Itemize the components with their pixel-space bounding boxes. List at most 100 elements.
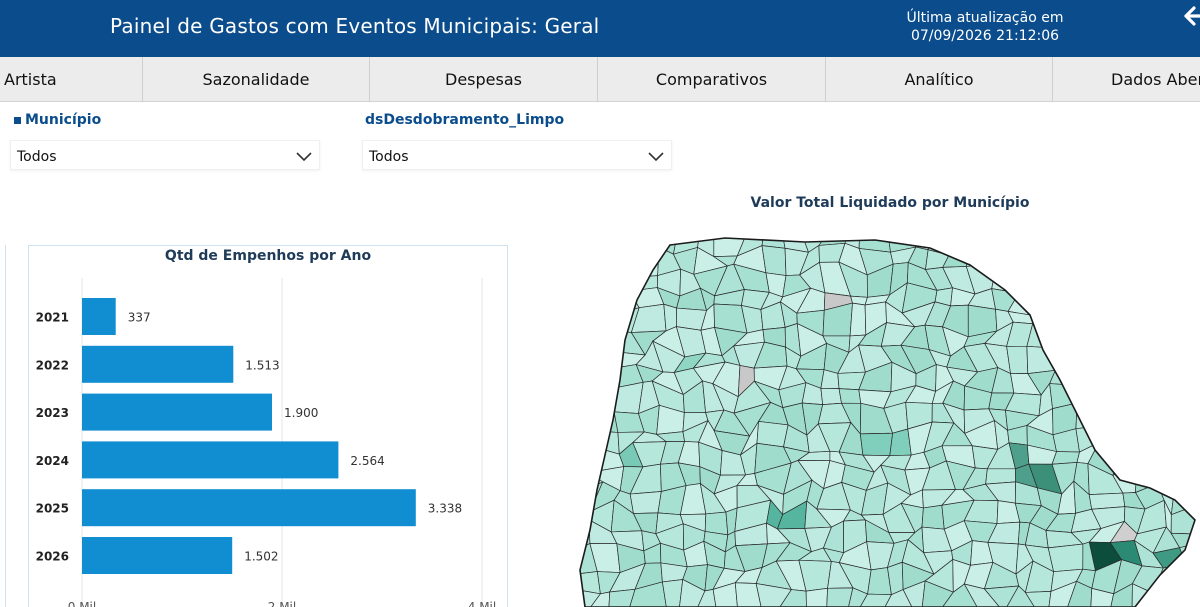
municipality-region[interactable]	[1174, 467, 1200, 495]
municipality-region[interactable]	[1006, 261, 1036, 294]
municipality-region[interactable]	[1134, 344, 1159, 378]
municipality-region[interactable]	[712, 582, 738, 607]
municipality-region[interactable]	[1006, 345, 1029, 374]
municipality-region[interactable]	[588, 345, 616, 376]
municipality-region[interactable]	[608, 588, 636, 607]
municipality-region[interactable]	[1133, 230, 1154, 249]
municipality-region[interactable]	[1111, 273, 1136, 291]
municipality-region[interactable]	[588, 282, 614, 317]
municipality-region[interactable]	[987, 243, 1018, 265]
municipality-region[interactable]	[575, 245, 600, 278]
municipality-region[interactable]	[1081, 230, 1101, 256]
municipality-region[interactable]	[591, 368, 620, 393]
municipality-region[interactable]	[1090, 587, 1115, 607]
municipality-region[interactable]	[679, 578, 706, 607]
municipality-region[interactable]	[1088, 361, 1116, 387]
municipality-region[interactable]	[1052, 263, 1079, 298]
municipality-region[interactable]	[838, 388, 862, 404]
municipality-region[interactable]	[1134, 271, 1167, 291]
municipality-region[interactable]	[779, 589, 807, 607]
municipality-region[interactable]	[1077, 283, 1100, 309]
tab-comparativos[interactable]: Comparativos	[598, 57, 826, 102]
municipality-region[interactable]	[1031, 316, 1055, 327]
municipality-region[interactable]	[1173, 411, 1200, 425]
municipality-region[interactable]	[1113, 351, 1139, 366]
municipality-region[interactable]	[983, 585, 1020, 607]
municipality-region[interactable]	[1074, 267, 1100, 285]
municipality-region[interactable]	[1076, 385, 1104, 410]
municipality-region[interactable]	[630, 230, 660, 248]
municipality-region[interactable]	[1059, 230, 1084, 258]
municipality-region[interactable]	[1071, 367, 1102, 387]
municipality-region[interactable]	[1025, 230, 1062, 258]
municipality-region[interactable]	[1130, 422, 1160, 448]
municipality-region[interactable]	[1070, 324, 1098, 355]
municipality-region[interactable]	[1152, 230, 1183, 255]
municipality-region[interactable]	[761, 245, 787, 276]
municipality-region[interactable]	[1177, 562, 1200, 586]
municipality-region[interactable]	[629, 491, 662, 514]
municipality-region[interactable]	[1006, 585, 1036, 607]
municipality-region[interactable]	[1129, 402, 1162, 426]
municipality-region[interactable]	[1117, 322, 1138, 354]
municipality-region[interactable]	[610, 230, 638, 259]
municipality-region[interactable]	[987, 230, 1018, 247]
municipality-region[interactable]	[761, 230, 786, 249]
municipality-region[interactable]	[575, 311, 602, 333]
municipality-region[interactable]	[755, 583, 793, 607]
municipality-region[interactable]	[1025, 262, 1054, 298]
municipality-region[interactable]	[1177, 320, 1200, 352]
municipality-region[interactable]	[1161, 266, 1176, 291]
municipality-region[interactable]	[575, 367, 596, 397]
municipality-region[interactable]	[1075, 402, 1104, 430]
municipality-region[interactable]	[826, 587, 854, 607]
municipality-region[interactable]	[943, 230, 973, 256]
municipality-region[interactable]	[1157, 442, 1186, 477]
municipality-region[interactable]	[985, 468, 1017, 485]
municipality-region[interactable]	[663, 303, 677, 332]
tab-despesas[interactable]: Despesas	[370, 57, 598, 102]
municipality-region[interactable]	[1094, 324, 1124, 353]
municipality-region[interactable]	[969, 230, 992, 250]
municipality-region[interactable]	[697, 588, 717, 607]
municipality-region[interactable]	[1071, 348, 1096, 372]
municipality-region[interactable]	[1175, 364, 1200, 395]
municipality-region[interactable]	[575, 230, 600, 252]
arrow-left-icon[interactable]	[1180, 4, 1200, 28]
municipality-region[interactable]	[859, 593, 893, 607]
municipality-region[interactable]	[1024, 591, 1052, 607]
municipality-region[interactable]	[1160, 380, 1177, 414]
municipality-region[interactable]	[1134, 322, 1159, 354]
municipality-region[interactable]	[756, 421, 789, 448]
municipality-region[interactable]	[1047, 543, 1084, 573]
tab-artista[interactable]: Artista	[0, 57, 143, 102]
municipio-dropdown[interactable]: Todos	[10, 140, 320, 170]
municipality-region[interactable]	[662, 579, 684, 607]
municipality-region[interactable]	[734, 582, 762, 607]
municipality-region[interactable]	[1047, 325, 1073, 355]
municipality-region[interactable]	[1006, 230, 1030, 255]
municipality-region[interactable]	[1170, 284, 1200, 317]
municipality-region[interactable]	[1180, 344, 1200, 366]
municipality-region[interactable]	[1112, 422, 1144, 449]
municipality-region[interactable]	[941, 583, 978, 607]
municipality-region[interactable]	[1110, 583, 1133, 607]
municipality-region[interactable]	[1136, 442, 1160, 473]
municipality-region[interactable]	[1153, 287, 1177, 308]
municipality-region[interactable]	[610, 268, 632, 292]
tab-sazonalidade[interactable]: Sazonalidade	[143, 57, 370, 102]
municipality-region[interactable]	[1115, 241, 1136, 277]
municipality-region[interactable]	[1088, 283, 1113, 314]
municipality-region[interactable]	[1174, 245, 1200, 268]
municipality-region[interactable]	[1173, 385, 1200, 414]
municipality-region[interactable]	[587, 267, 619, 287]
municipality-region[interactable]	[1133, 364, 1167, 397]
municipality-region[interactable]	[1115, 230, 1146, 248]
municipality-region[interactable]	[1088, 348, 1124, 369]
municipality-region[interactable]	[921, 504, 945, 530]
municipality-region[interactable]	[991, 261, 1020, 294]
municipality-region[interactable]	[610, 244, 638, 279]
municipality-region[interactable]	[1026, 345, 1056, 374]
municipality-region[interactable]	[1112, 446, 1143, 477]
municipality-region[interactable]	[1170, 262, 1200, 289]
